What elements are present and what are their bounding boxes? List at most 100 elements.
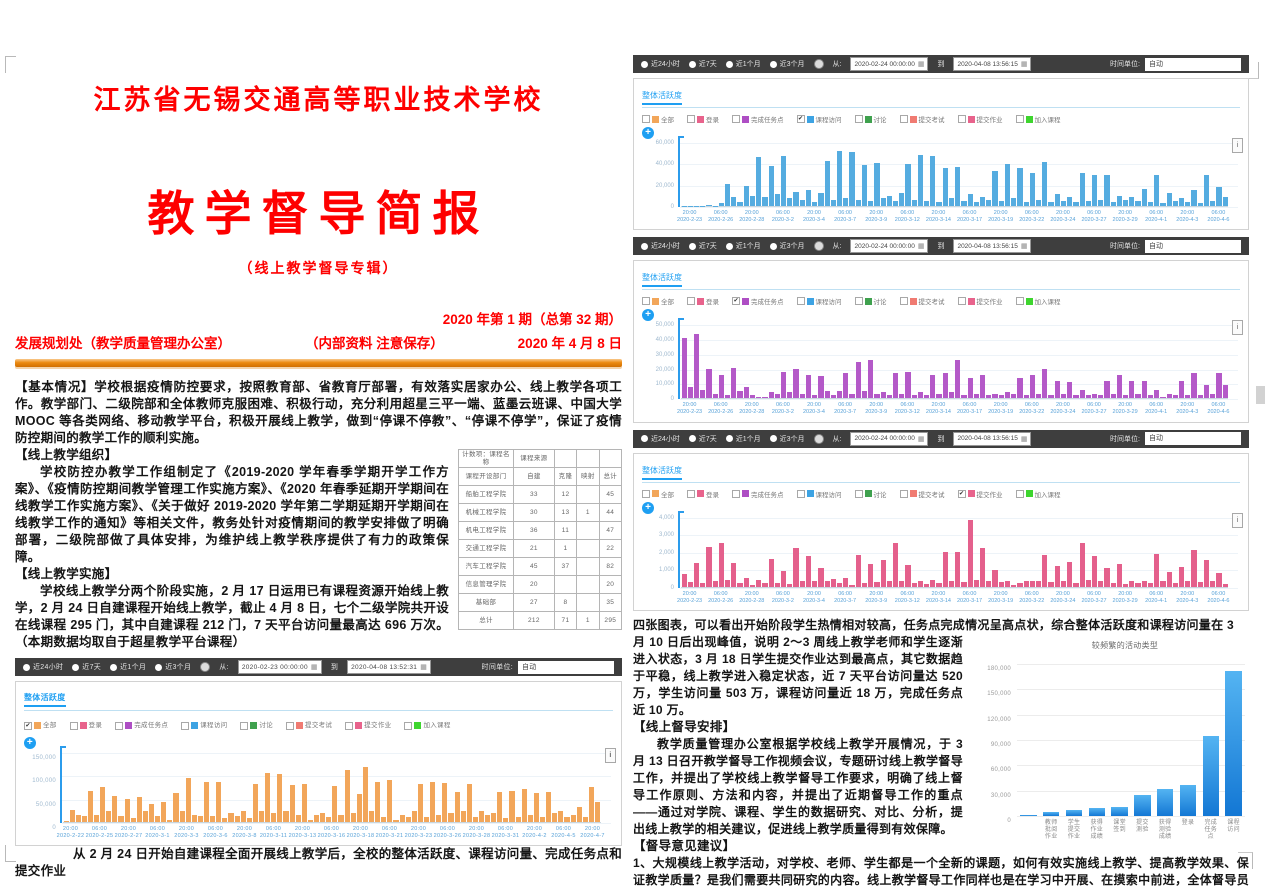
- legend-item[interactable]: 提交作业: [957, 114, 1003, 124]
- time-range-radio[interactable]: 近7天: [688, 241, 717, 251]
- zoom-plus-icon[interactable]: +: [642, 501, 654, 514]
- tab-overall-activity[interactable]: 整体活跃度: [642, 273, 682, 288]
- checkbox-icon[interactable]: ✔: [957, 489, 966, 498]
- legend-item[interactable]: 加入课程: [1015, 296, 1061, 306]
- time-range-radio[interactable]: 近24小时: [23, 659, 63, 676]
- custom-range-radio-icon[interactable]: [200, 662, 211, 672]
- checkbox-icon[interactable]: [899, 489, 908, 498]
- legend-item[interactable]: 讨论: [854, 489, 887, 499]
- time-range-radio[interactable]: 近1个月: [725, 59, 761, 69]
- date-from-input[interactable]: 2020-02-23 00:00:00 ▦: [237, 660, 322, 674]
- time-range-radio[interactable]: 近24小时: [641, 241, 680, 251]
- time-range-radio[interactable]: 近24小时: [641, 434, 680, 444]
- checkbox-icon[interactable]: [240, 721, 249, 730]
- time-range-radio[interactable]: 近7天: [72, 659, 101, 676]
- zoom-plus-icon[interactable]: +: [24, 737, 36, 749]
- info-icon[interactable]: i: [1232, 138, 1243, 153]
- checkbox-icon[interactable]: [642, 115, 650, 123]
- legend-item[interactable]: 全部: [642, 489, 674, 499]
- time-range-radio[interactable]: 近7天: [688, 59, 717, 69]
- date-to-input[interactable]: 2020-04-08 13:56:15 ▦: [953, 431, 1032, 446]
- legend-item[interactable]: 提交作业: [345, 717, 391, 734]
- date-from-input[interactable]: 2020-02-24 00:00:00 ▦: [850, 431, 929, 446]
- legend-item[interactable]: 提交考试: [286, 717, 332, 734]
- checkbox-icon[interactable]: [687, 489, 695, 498]
- checkbox-icon[interactable]: [899, 297, 908, 306]
- checkbox-icon[interactable]: [1015, 297, 1024, 306]
- time-range-radio[interactable]: 近24小时: [641, 59, 680, 69]
- checkbox-icon[interactable]: [796, 297, 805, 306]
- checkbox-icon[interactable]: [687, 115, 695, 123]
- legend-item[interactable]: 完成任务点: [732, 489, 784, 499]
- legend-item[interactable]: ✔ 全部: [24, 717, 57, 734]
- checkbox-icon[interactable]: [642, 297, 650, 306]
- time-range-radio[interactable]: 近1个月: [725, 434, 761, 444]
- legend-item[interactable]: 加入课程: [1015, 489, 1061, 499]
- legend-item[interactable]: 课程访问: [796, 489, 842, 499]
- legend-item[interactable]: ✔ 课程访问: [796, 114, 842, 124]
- checkbox-icon[interactable]: [115, 721, 124, 730]
- date-to-input[interactable]: 2020-04-08 13:56:15 ▦: [953, 57, 1032, 71]
- time-range-radio[interactable]: 近1个月: [110, 659, 146, 676]
- legend-item[interactable]: 登录: [687, 296, 719, 306]
- tab-overall-activity[interactable]: 整体活跃度: [642, 465, 682, 480]
- checkbox-icon[interactable]: [1015, 489, 1024, 498]
- zoom-plus-icon[interactable]: +: [642, 127, 654, 139]
- date-from-input[interactable]: 2020-02-24 00:00:00 ▦: [850, 57, 929, 71]
- checkbox-icon[interactable]: [404, 721, 413, 730]
- legend-item[interactable]: 提交考试: [899, 114, 945, 124]
- time-range-radio[interactable]: 近1个月: [725, 241, 761, 251]
- date-to-input[interactable]: 2020-04-08 13:56:15 ▦: [953, 239, 1032, 254]
- legend-item[interactable]: 课程访问: [181, 717, 227, 734]
- checkbox-icon[interactable]: [957, 115, 966, 123]
- checkbox-icon[interactable]: [687, 297, 695, 306]
- legend-item[interactable]: 讨论: [854, 114, 887, 124]
- checkbox-icon[interactable]: ✔: [796, 115, 805, 123]
- time-unit-select[interactable]: 自动: [1145, 57, 1241, 71]
- checkbox-icon[interactable]: [957, 297, 966, 306]
- legend-item[interactable]: ✔ 完成任务点: [732, 296, 784, 306]
- checkbox-icon[interactable]: [854, 297, 863, 306]
- legend-item[interactable]: 全部: [642, 296, 674, 306]
- legend-item[interactable]: 登录: [69, 717, 103, 734]
- tab-overall-activity[interactable]: 整体活跃度: [642, 91, 682, 105]
- legend-item[interactable]: 讨论: [240, 717, 273, 734]
- legend-item[interactable]: ✔ 提交作业: [957, 489, 1003, 499]
- checkbox-icon[interactable]: [1015, 115, 1024, 123]
- custom-range-radio-icon[interactable]: [813, 241, 824, 252]
- info-icon[interactable]: i: [1232, 320, 1243, 336]
- custom-range-radio-icon[interactable]: [813, 59, 824, 69]
- time-range-radio[interactable]: 近7天: [688, 434, 717, 444]
- checkbox-icon[interactable]: [732, 115, 740, 123]
- checkbox-icon[interactable]: [345, 721, 354, 730]
- checkbox-icon[interactable]: [854, 489, 863, 498]
- legend-item[interactable]: 完成任务点: [115, 717, 168, 734]
- checkbox-icon[interactable]: [899, 115, 908, 123]
- legend-item[interactable]: 全部: [642, 114, 674, 124]
- info-icon[interactable]: i: [1232, 512, 1243, 528]
- checkbox-icon[interactable]: [796, 489, 805, 498]
- time-range-radio[interactable]: 近3个月: [769, 241, 805, 251]
- legend-item[interactable]: 登录: [687, 489, 719, 499]
- checkbox-icon[interactable]: [854, 115, 863, 123]
- time-unit-select[interactable]: 自动: [1145, 432, 1241, 446]
- legend-item[interactable]: 加入课程: [1015, 114, 1061, 124]
- info-icon[interactable]: i: [605, 748, 616, 763]
- legend-item[interactable]: 完成任务点: [732, 114, 784, 124]
- legend-item[interactable]: 提交考试: [899, 296, 945, 306]
- time-range-radio[interactable]: 近3个月: [155, 659, 191, 676]
- legend-item[interactable]: 课程访问: [796, 296, 842, 306]
- legend-item[interactable]: 登录: [687, 114, 719, 124]
- time-unit-select[interactable]: 自动: [518, 660, 614, 674]
- time-unit-select[interactable]: 自动: [1145, 239, 1241, 253]
- legend-item[interactable]: 提交作业: [957, 296, 1003, 306]
- checkbox-icon[interactable]: ✔: [24, 721, 32, 730]
- zoom-plus-icon[interactable]: +: [642, 309, 654, 322]
- checkbox-icon[interactable]: [69, 721, 78, 730]
- checkbox-icon[interactable]: [286, 721, 295, 730]
- time-range-radio[interactable]: 近3个月: [769, 434, 805, 444]
- date-from-input[interactable]: 2020-02-24 00:00:00 ▦: [850, 239, 929, 254]
- legend-item[interactable]: 加入课程: [404, 717, 450, 734]
- checkbox-icon[interactable]: ✔: [732, 297, 740, 306]
- custom-range-radio-icon[interactable]: [813, 433, 824, 444]
